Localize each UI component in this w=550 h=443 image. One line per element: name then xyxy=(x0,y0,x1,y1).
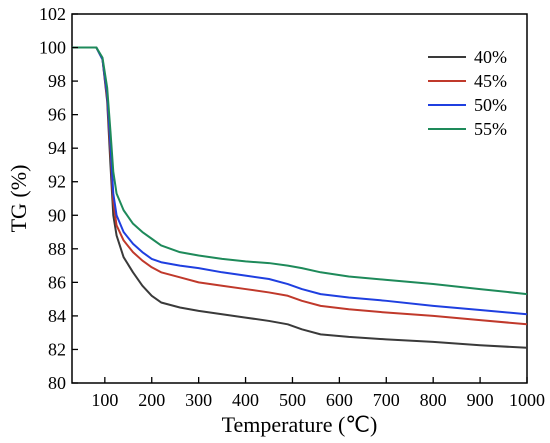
legend-label: 45% xyxy=(474,71,507,91)
x-tick-label: 800 xyxy=(420,390,447,410)
legend-label: 50% xyxy=(474,95,507,115)
x-tick-label: 200 xyxy=(138,390,165,410)
y-tick-label: 98 xyxy=(48,71,66,91)
legend-label: 40% xyxy=(474,47,507,67)
x-tick-label: 700 xyxy=(373,390,400,410)
plot-border xyxy=(71,13,528,384)
y-tick-label: 94 xyxy=(48,138,66,158)
plot-frame xyxy=(71,13,528,384)
y-tick-labels: 80 82 84 86 88 90 92 94 96 98 100 102 xyxy=(39,4,66,393)
x-tick-label: 500 xyxy=(279,390,306,410)
legend-label: 55% xyxy=(474,119,507,139)
y-tick-label: 86 xyxy=(48,272,66,292)
x-tick-label: 600 xyxy=(326,390,353,410)
series-line-55pct xyxy=(72,46,528,296)
y-tick-label: 84 xyxy=(48,306,66,326)
y-tick-label: 82 xyxy=(48,339,66,359)
x-tick-labels: 100 200 300 400 500 600 700 800 900 1000 xyxy=(91,390,545,410)
y-tick-label: 92 xyxy=(48,172,66,192)
x-tick-label: 1000 xyxy=(509,390,545,410)
y-tick-label: 100 xyxy=(39,38,66,58)
series-line-50pct xyxy=(72,46,528,316)
x-axis-title: Temperature (℃) xyxy=(222,412,378,437)
legend: 40% 45% 50% 55% xyxy=(428,47,507,139)
series-lines xyxy=(72,46,528,349)
series-line-40pct xyxy=(72,46,528,349)
y-tick-label: 96 xyxy=(48,105,66,125)
x-tick-label: 100 xyxy=(91,390,118,410)
x-tick-label: 300 xyxy=(185,390,212,410)
x-tick-label: 400 xyxy=(232,390,259,410)
y-tick-label: 102 xyxy=(39,4,66,24)
y-axis-title: TG (%) xyxy=(6,165,31,233)
x-tick-label: 900 xyxy=(467,390,494,410)
y-tick-label: 80 xyxy=(48,373,66,393)
y-tick-label: 90 xyxy=(48,205,66,225)
axis-ticks xyxy=(72,13,528,384)
y-tick-label: 88 xyxy=(48,239,66,259)
